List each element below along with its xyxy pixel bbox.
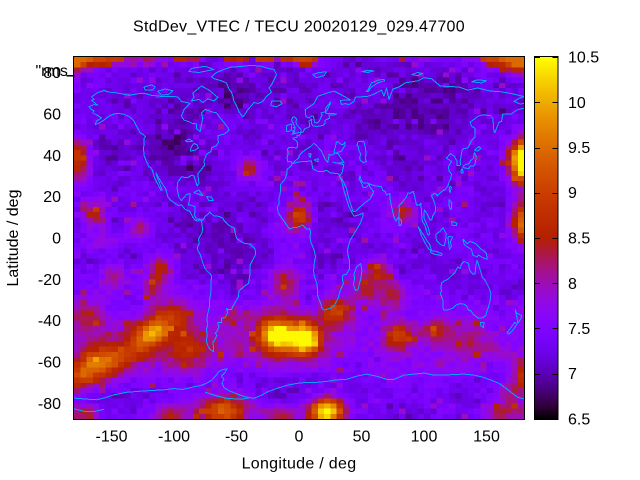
svg-text:Latitude / deg: Latitude / deg <box>5 190 22 287</box>
svg-text:0: 0 <box>52 231 61 248</box>
svg-text:6.5: 6.5 <box>568 412 590 429</box>
svg-text:60: 60 <box>43 106 61 123</box>
svg-text:Longitude / deg: Longitude / deg <box>242 456 357 473</box>
svg-text:-150: -150 <box>95 429 127 446</box>
svg-text:-40: -40 <box>38 313 61 330</box>
svg-text:-60: -60 <box>38 355 61 372</box>
svg-text:40: 40 <box>43 148 61 165</box>
svg-text:9: 9 <box>568 185 577 202</box>
svg-text:-50: -50 <box>225 429 248 446</box>
svg-text:10: 10 <box>568 95 586 112</box>
svg-text:-80: -80 <box>38 396 61 413</box>
svg-text:50: 50 <box>353 429 371 446</box>
svg-text:-100: -100 <box>158 429 190 446</box>
svg-text:-20: -20 <box>38 272 61 289</box>
svg-text:10.5: 10.5 <box>568 50 599 67</box>
svg-text:8.5: 8.5 <box>568 231 590 248</box>
svg-text:"rms: "rms <box>36 63 68 80</box>
svg-text:8: 8 <box>568 276 577 293</box>
svg-text:7: 7 <box>568 366 577 383</box>
svg-text:150: 150 <box>473 429 500 446</box>
svg-text:100: 100 <box>411 429 438 446</box>
svg-text:80: 80 <box>43 65 61 82</box>
svg-text:7.5: 7.5 <box>568 321 590 338</box>
svg-text:20: 20 <box>43 189 61 206</box>
svg-text:0: 0 <box>295 429 304 446</box>
svg-text:9.5: 9.5 <box>568 140 590 157</box>
svg-text:StdDev_VTEC / TECU 20020129_02: StdDev_VTEC / TECU 20020129_029.47700 <box>133 19 465 36</box>
